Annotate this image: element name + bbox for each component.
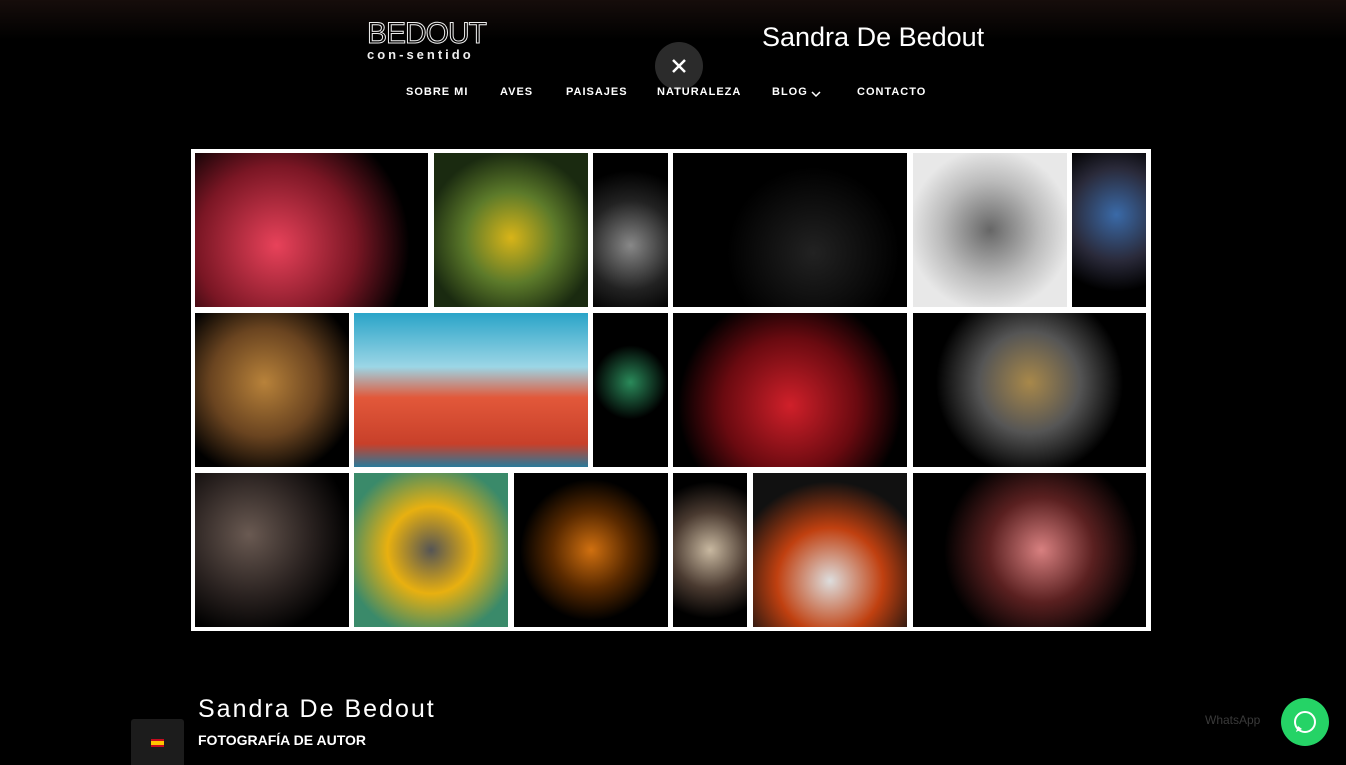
whatsapp-label: WhatsApp: [1205, 713, 1261, 727]
nav-link[interactable]: CONTACTO: [857, 86, 927, 98]
footer-subtitle: FOTOGRAFÍA DE AUTOR: [198, 732, 366, 748]
photo-tile[interactable]: [913, 153, 1067, 307]
photo-tile[interactable]: [354, 473, 508, 627]
dropdown-chevron: [811, 91, 821, 98]
nav-link[interactable]: AVES: [500, 86, 534, 98]
logo[interactable]: BEDOUT: [366, 17, 487, 51]
photo-tile[interactable]: [195, 473, 349, 627]
photo-tile[interactable]: [673, 473, 747, 627]
site-title: Sandra De Bedout: [762, 22, 985, 52]
photo-tile[interactable]: [354, 313, 588, 467]
photo-tile[interactable]: [195, 313, 349, 467]
whatsapp-icon: [1294, 711, 1316, 733]
photo-tile[interactable]: [913, 313, 1146, 467]
footer-title: Sandra De Bedout: [198, 695, 436, 723]
close-icon: [672, 59, 686, 73]
nav-link[interactable]: PAISAJES: [566, 86, 628, 98]
close-button[interactable]: [655, 42, 703, 90]
photo-tile[interactable]: [434, 153, 588, 307]
photo-tile[interactable]: [593, 313, 668, 467]
whatsapp-button[interactable]: [1281, 698, 1329, 746]
photo-tile[interactable]: [1072, 153, 1146, 307]
nav-link[interactable]: NATURALEZA: [657, 86, 742, 98]
photo-tile[interactable]: [913, 473, 1146, 627]
photo-tile[interactable]: [673, 313, 907, 467]
photo-tile[interactable]: [195, 153, 428, 307]
logo-tagline[interactable]: con-sentido: [367, 47, 474, 62]
photo-tile[interactable]: [753, 473, 907, 627]
nav-link[interactable]: BLOG: [772, 86, 808, 98]
gallery: [191, 149, 1151, 631]
photo-tile[interactable]: [593, 153, 668, 307]
photo-tile[interactable]: [673, 153, 907, 307]
photo-tile[interactable]: [514, 473, 668, 627]
top-bar: [0, 0, 1346, 40]
flag-icon: [151, 739, 164, 747]
nav-link[interactable]: SOBRE MI: [406, 86, 469, 98]
